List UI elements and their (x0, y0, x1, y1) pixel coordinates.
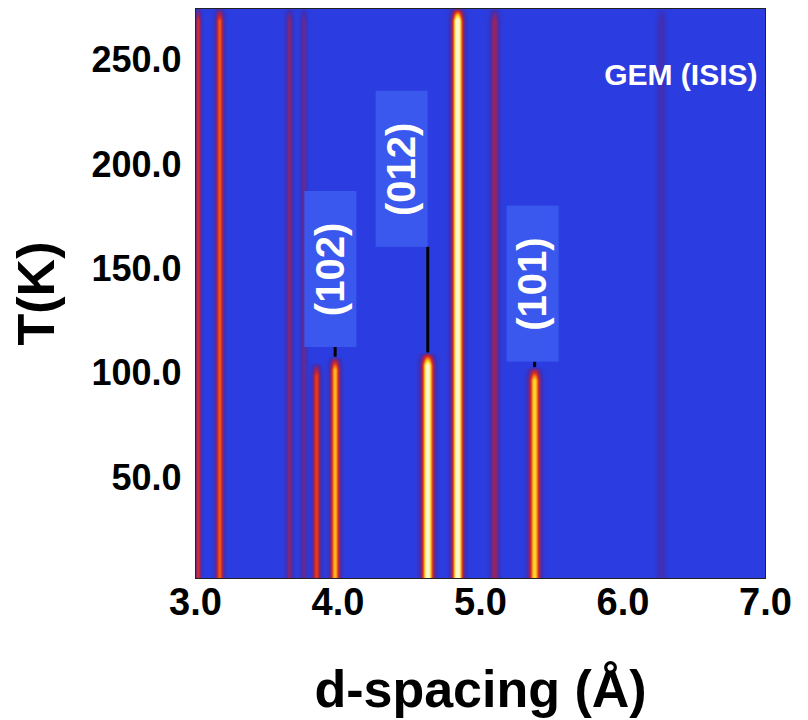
svg-text:150.0: 150.0 (91, 248, 181, 289)
svg-text:d-spacing (Å): d-spacing (Å) (314, 660, 646, 718)
svg-text:3.0: 3.0 (169, 581, 222, 623)
svg-text:GEM (ISIS): GEM (ISIS) (604, 58, 757, 91)
svg-text:6.0: 6.0 (597, 581, 650, 623)
svg-text:50.0: 50.0 (111, 457, 181, 498)
svg-text:7.0: 7.0 (739, 581, 792, 623)
svg-text:4.0: 4.0 (312, 581, 365, 623)
svg-text:(101): (101) (510, 237, 554, 330)
svg-text:(012): (012) (379, 123, 423, 216)
svg-text:200.0: 200.0 (91, 144, 181, 185)
svg-text:250.0: 250.0 (91, 39, 181, 80)
svg-text:5.0: 5.0 (454, 581, 507, 623)
svg-text:T(K): T(K) (7, 242, 65, 346)
svg-text:100.0: 100.0 (91, 352, 181, 393)
svg-text:(102): (102) (308, 223, 352, 316)
